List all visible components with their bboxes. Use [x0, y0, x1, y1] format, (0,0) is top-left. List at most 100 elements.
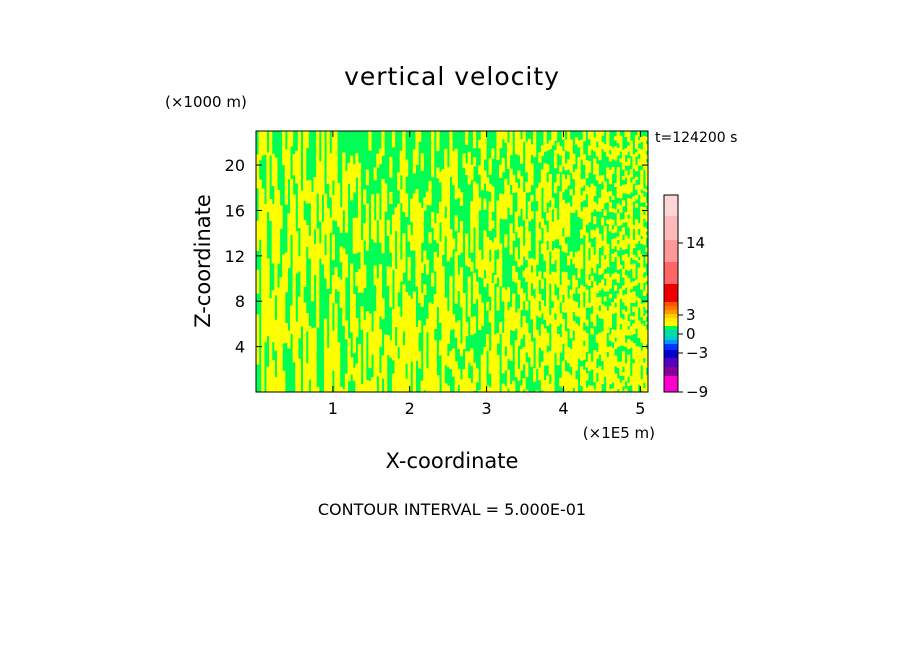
field-streak — [561, 319, 565, 327]
field-streak — [373, 311, 377, 325]
field-streak — [619, 158, 623, 163]
field-streak — [556, 307, 560, 314]
field-streak — [642, 325, 646, 330]
field-streak — [580, 328, 584, 335]
field-streak — [402, 301, 406, 314]
field-streak — [577, 197, 581, 207]
field-streak — [645, 336, 648, 342]
field-streak — [645, 254, 648, 259]
field-streak — [556, 334, 560, 346]
field-streak — [559, 293, 563, 303]
field-streak — [595, 334, 599, 343]
field-streak — [574, 200, 579, 210]
field-streak — [632, 267, 636, 273]
field-streak — [404, 159, 409, 177]
field-streak — [493, 369, 498, 381]
field-streak — [261, 289, 265, 324]
field-streak — [619, 237, 623, 242]
field-streak — [577, 325, 581, 337]
field-streak — [642, 342, 646, 346]
field-streak — [637, 373, 641, 377]
field-streak — [616, 187, 620, 193]
field-streak — [297, 256, 302, 272]
field-streak — [619, 366, 623, 371]
field-streak — [391, 238, 396, 255]
field-streak — [527, 201, 531, 212]
field-streak — [334, 375, 338, 392]
field-streak — [608, 190, 613, 196]
field-streak — [595, 351, 599, 359]
field-streak — [506, 185, 511, 194]
field-streak — [431, 131, 435, 143]
field-streak — [444, 314, 448, 327]
field-streak — [582, 215, 586, 227]
field-streak — [488, 261, 492, 279]
field-streak — [352, 232, 356, 254]
field-streak — [452, 170, 456, 186]
field-streak — [624, 148, 628, 156]
colorbar-band — [664, 314, 678, 318]
field-streak — [608, 146, 613, 151]
field-streak — [621, 219, 626, 223]
field-streak — [600, 195, 605, 201]
field-streak — [441, 266, 445, 288]
field-streak — [514, 340, 518, 353]
colorbar-band — [664, 336, 678, 340]
field-streak — [428, 334, 432, 351]
field-streak — [519, 327, 524, 339]
field-streak — [553, 302, 558, 314]
field-streak — [621, 362, 626, 367]
field-streak — [384, 349, 388, 369]
field-streak — [561, 277, 565, 284]
field-streak — [627, 277, 631, 285]
field-streak — [310, 192, 315, 208]
field-streak — [603, 195, 607, 204]
field-streak — [352, 293, 356, 311]
field-streak — [540, 324, 545, 339]
field-streak — [410, 342, 414, 362]
field-streak — [452, 348, 456, 365]
field-streak — [569, 139, 573, 150]
field-streak — [509, 168, 513, 186]
field-streak — [465, 351, 469, 372]
field-streak — [637, 302, 641, 308]
field-streak — [559, 191, 563, 202]
field-streak — [303, 265, 307, 287]
field-streak — [331, 234, 335, 261]
field-streak — [404, 305, 409, 321]
field-streak — [485, 253, 490, 266]
field-streak — [431, 330, 435, 343]
field-streak — [360, 306, 364, 330]
field-streak — [271, 308, 275, 343]
field-streak — [627, 175, 631, 182]
field-streak — [365, 380, 369, 392]
field-streak — [452, 364, 456, 377]
field-streak — [616, 378, 620, 382]
field-streak — [535, 390, 539, 392]
field-streak — [598, 282, 602, 291]
field-streak — [642, 237, 646, 241]
field-streak — [587, 385, 592, 392]
field-streak — [645, 284, 648, 287]
field-streak — [488, 240, 492, 250]
field-streak — [611, 243, 615, 249]
field-streak — [522, 315, 526, 324]
field-streak — [334, 303, 338, 327]
field-streak — [496, 332, 500, 344]
field-streak — [284, 149, 288, 167]
field-streak — [606, 167, 610, 173]
field-streak — [355, 236, 359, 254]
field-streak — [551, 197, 555, 210]
field-streak — [337, 385, 341, 392]
field-streak — [640, 209, 644, 214]
field-streak — [428, 370, 432, 392]
field-streak — [640, 350, 644, 356]
field-streak — [574, 331, 579, 340]
field-streak — [632, 369, 636, 374]
field-streak — [619, 341, 623, 346]
field-streak — [585, 333, 589, 339]
field-streak — [504, 355, 508, 371]
field-streak — [574, 168, 579, 174]
field-streak — [326, 376, 330, 392]
field-streak — [496, 131, 500, 144]
